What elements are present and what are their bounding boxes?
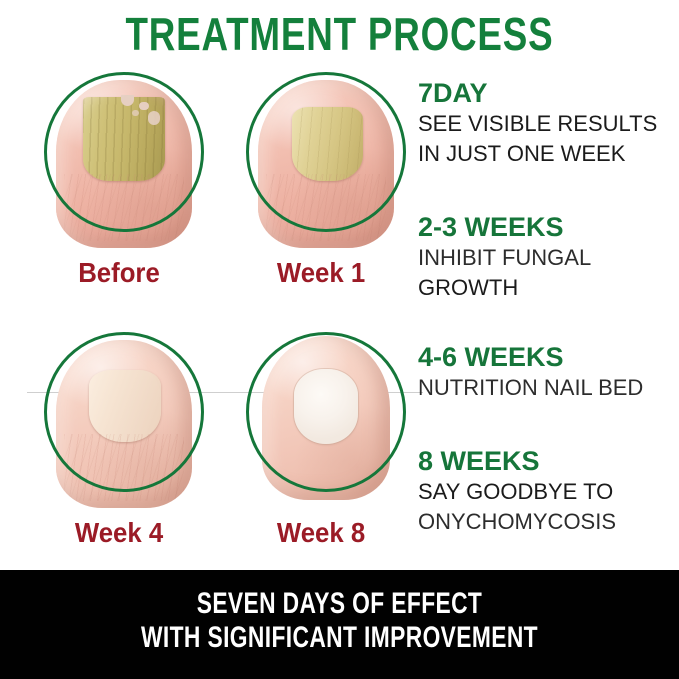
step-body: SAY GOODBYE TO ONYCHOMYCOSIS: [418, 477, 679, 537]
step-body: NUTRITION NAIL BED: [418, 373, 679, 403]
photo-cell-before: Before: [26, 72, 212, 308]
photo-ring-week4: [44, 332, 204, 492]
photo-week1: [246, 72, 406, 248]
photo-label-week4: Week 4: [74, 517, 164, 548]
step-2-3-weeks: 2-3 WEEKS INHIBIT FUNGAL GROWTH: [418, 212, 679, 303]
step-4-6-weeks: 4-6 WEEKS NUTRITION NAIL BED: [418, 342, 679, 403]
photo-cell-week1: Week 1: [228, 72, 414, 308]
photo-cell-week4: Week 4: [26, 332, 212, 568]
step-line: IN JUST ONE WEEK: [418, 141, 626, 166]
step-heading: 8 WEEKS: [418, 446, 540, 476]
step-line: ONYCHOMYCOSIS: [418, 509, 617, 534]
step-heading: 4-6 WEEKS: [418, 342, 564, 372]
photo-week8: [246, 332, 406, 500]
step-line: GROWTH: [418, 275, 519, 300]
banner-line-2: WITH SIGNIFICANT IMPROVEMENT: [141, 621, 538, 654]
photo-week4: [44, 332, 204, 508]
photo-cell-week8: Week 8: [228, 332, 414, 568]
photo-label-week8: Week 8: [276, 517, 366, 548]
photo-ring-week1: [246, 72, 406, 232]
step-body: SEE VISIBLE RESULTS IN JUST ONE WEEK: [418, 109, 679, 169]
step-body: INHIBIT FUNGAL GROWTH: [418, 243, 679, 303]
step-line: SEE VISIBLE RESULTS: [418, 111, 658, 136]
photo-grid: Before Week 1: [0, 72, 423, 570]
step-8-weeks: 8 WEEKS SAY GOODBYE TO ONYCHOMYCOSIS: [418, 446, 679, 537]
step-7day: 7DAY SEE VISIBLE RESULTS IN JUST ONE WEE…: [418, 78, 679, 169]
row-divider: [27, 392, 423, 393]
page-title: TREATMENT PROCESS: [125, 8, 554, 60]
step-line: NUTRITION NAIL BED: [418, 375, 644, 400]
photo-label-week1: Week 1: [276, 257, 366, 288]
step-line: INHIBIT FUNGAL: [418, 245, 592, 270]
step-line: SAY GOODBYE TO: [418, 479, 614, 504]
photo-label-before: Before: [78, 257, 160, 288]
step-heading: 2-3 WEEKS: [418, 212, 564, 242]
photo-before: [44, 72, 204, 248]
step-heading: 7DAY: [418, 78, 488, 108]
banner-line-1: SEVEN DAYS OF EFFECT: [196, 587, 483, 620]
bottom-banner: SEVEN DAYS OF EFFECT WITH SIGNIFICANT IM…: [0, 570, 679, 679]
photo-ring-week8: [246, 332, 406, 492]
photo-ring-before: [44, 72, 204, 232]
